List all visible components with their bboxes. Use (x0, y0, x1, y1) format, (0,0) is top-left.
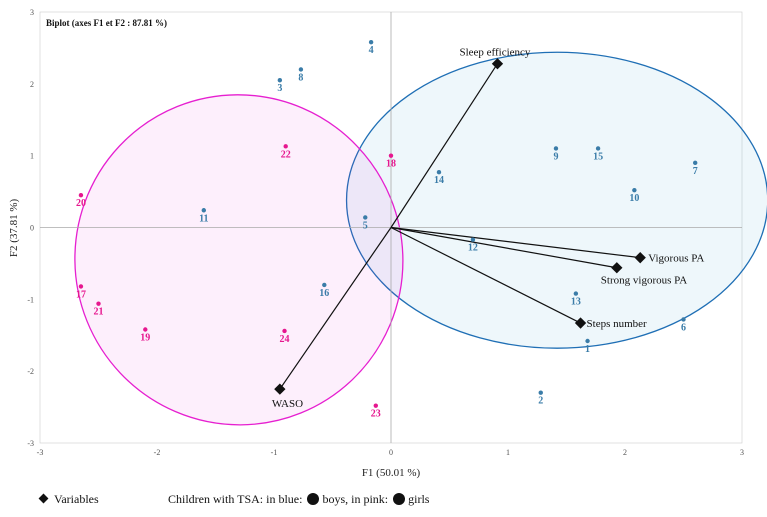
biplot-chart: Biplot (axes F1 et F2 : 87.81 %) -3 -2 -1 0… (8, 8, 767, 479)
x-tick-label: 2 (623, 448, 627, 457)
girls-ellipse (74, 94, 404, 426)
observation-point (78, 284, 84, 289)
variable-label: Strong vigorous PA (601, 275, 687, 287)
observation-point (595, 146, 601, 151)
x-tick-label: -3 (37, 448, 44, 457)
observation-label: 10 (629, 193, 639, 204)
observation-label: 24 (280, 334, 290, 345)
variable-vector (390, 63, 498, 228)
variable-vectors: Sleep efficiency Vigorous PA Strong vigoro… (272, 47, 705, 410)
variable-marker (574, 317, 587, 329)
diamond-icon (38, 493, 49, 504)
observation-label: 18 (386, 159, 396, 170)
observation-point (277, 78, 283, 83)
boys-dot-icon (307, 493, 320, 505)
variable-vector (279, 227, 392, 390)
observation-label: 13 (571, 297, 581, 308)
observation-label: 4 (369, 45, 374, 56)
observation-point (78, 192, 84, 198)
observation-point (693, 160, 698, 166)
y-tick-label: 3 (30, 8, 34, 17)
variable-label: Sleep efficiency (459, 47, 530, 59)
x-tick-label: 3 (740, 448, 744, 457)
observation-label: 11 (199, 213, 208, 224)
chart-legend: Variables Children with TSA: in blue: boy… (0, 488, 767, 512)
observation-point (322, 282, 327, 288)
y-tick-label: -1 (27, 295, 34, 304)
y-tick-label: 1 (30, 152, 34, 161)
observation-label: 23 (371, 409, 381, 420)
observation-point (373, 403, 378, 408)
observation-point (368, 39, 374, 45)
observation-label: 1 (585, 344, 590, 355)
x-tick-label: 1 (506, 448, 510, 457)
observation-point (573, 291, 579, 296)
x-tick-label: -1 (271, 448, 278, 457)
variable-vector (390, 226, 617, 269)
observation-label: 8 (298, 72, 303, 83)
observation-label: 21 (94, 307, 104, 318)
variable-label: WASO (272, 398, 303, 410)
observation-point (436, 169, 442, 175)
observation-label: 9 (553, 151, 558, 162)
legend-boys-label: boys, in pink: (322, 492, 389, 506)
chart-title: Biplot (axes F1 et F2 : 87.81 %) (46, 18, 167, 28)
legend-variables-label: Variables (54, 492, 99, 506)
observation-point (363, 215, 368, 220)
observation-point (681, 317, 686, 322)
observation-point (298, 67, 304, 72)
observation-point (585, 338, 590, 344)
variable-marker (611, 262, 623, 274)
observation-label: 22 (281, 149, 291, 160)
observation-point (388, 153, 394, 158)
observation-point (470, 237, 476, 242)
observation-point (96, 301, 101, 306)
x-axis-label: F1 (50.01 %) (362, 467, 421, 479)
observation-label: 6 (681, 322, 686, 333)
observation-point (282, 328, 287, 334)
observation-label: 14 (434, 175, 444, 186)
observation-label: 12 (468, 243, 478, 254)
variable-vector (390, 226, 581, 324)
observation-point (632, 187, 637, 193)
observation-label: 19 (140, 333, 150, 344)
observation-point (143, 327, 148, 332)
x-tick-label: 0 (389, 448, 393, 457)
legend-girls-label: girls (408, 492, 430, 506)
legend-groups: Children with TSA: in blue: boys, in pink… (168, 492, 429, 507)
observation-point (538, 390, 543, 395)
observation-label: 2 (538, 396, 543, 407)
observation-label: 16 (319, 288, 329, 299)
legend-variables: Variables (38, 492, 99, 507)
observation-label: 5 (363, 220, 368, 231)
confidence-ellipses (74, 51, 767, 426)
variable-marker (274, 383, 286, 395)
observation-label: 17 (76, 289, 86, 300)
girls-dot-icon (393, 493, 406, 505)
observation-label: 3 (277, 83, 282, 94)
y-tick-label: -3 (27, 439, 34, 448)
x-tick-label: -2 (154, 448, 161, 457)
y-tick-label: -2 (27, 367, 34, 376)
y-tick-label: 0 (30, 224, 34, 233)
boys-ellipse (345, 51, 767, 349)
legend-groups-label: Children with TSA: in blue: (168, 492, 303, 506)
variable-label: Vigorous PA (648, 253, 704, 265)
observation-label: 15 (593, 151, 603, 162)
variable-vector (390, 226, 641, 259)
observation-label: 20 (76, 198, 86, 209)
observation-point (201, 208, 206, 213)
observation-label: 7 (693, 166, 698, 177)
y-tick-label: 2 (30, 80, 34, 89)
y-axis-label: F2 (37.81 %) (8, 198, 20, 257)
observation-point (283, 144, 288, 149)
observation-point (553, 146, 559, 151)
variable-label: Steps number (587, 318, 648, 330)
